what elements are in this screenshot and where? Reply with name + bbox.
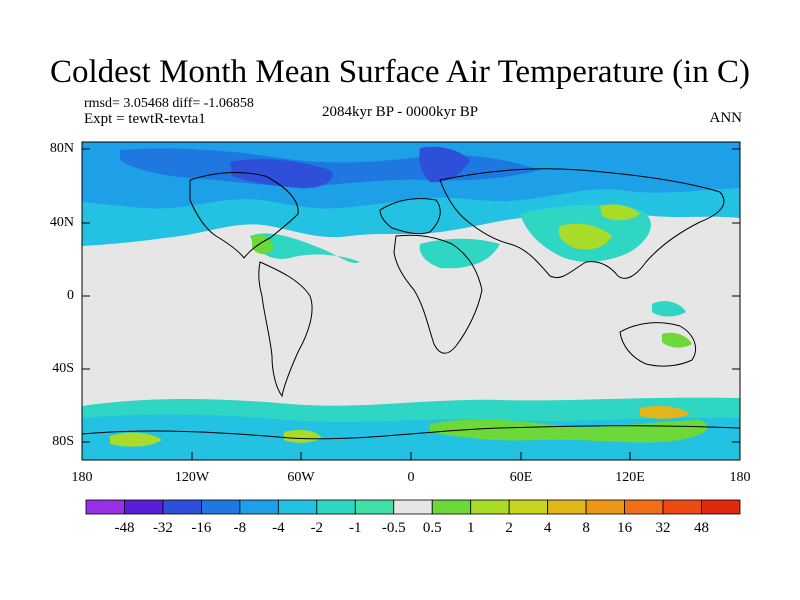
period-text: 2084kyr BP - 0000kyr BP bbox=[321, 104, 479, 120]
colorbar-box bbox=[124, 499, 164, 515]
field-australia-warm bbox=[662, 332, 692, 348]
field-sahara-cool bbox=[419, 238, 500, 269]
field-atlantic-cool bbox=[250, 233, 360, 263]
lat-label-80s: 80S bbox=[52, 434, 74, 449]
colorbar-label: 8 bbox=[582, 520, 590, 536]
field-siberia-cold bbox=[419, 146, 470, 183]
colorbar-label: -1 bbox=[349, 520, 362, 536]
lon-label-180e: 180 bbox=[729, 470, 751, 485]
lon-label-120w: 120W bbox=[174, 470, 210, 485]
colorbar-label: 2 bbox=[505, 520, 513, 536]
colorbar-box bbox=[316, 499, 356, 515]
chart-title: Coldest Month Mean Surface Air Temperatu… bbox=[50, 54, 750, 90]
field-canada-cold bbox=[230, 159, 333, 189]
colorbar-label: 32 bbox=[655, 520, 671, 536]
map-field bbox=[82, 142, 740, 460]
colorbar-label: 1 bbox=[466, 520, 475, 536]
field-indian-warm bbox=[640, 406, 690, 419]
lon-label-60w: 60W bbox=[287, 470, 315, 485]
lon-label-60e: 60E bbox=[509, 470, 533, 485]
lon-ticks bbox=[81, 452, 741, 460]
lon-label-180w: 180 bbox=[71, 470, 93, 485]
colorbar-box bbox=[277, 499, 318, 515]
lat-label-0: 0 bbox=[67, 288, 74, 303]
season-text: ANN bbox=[709, 110, 743, 126]
field-central-america-warm bbox=[252, 234, 274, 254]
colorbar-label: 48 bbox=[694, 520, 710, 536]
colorbar-label: -32 bbox=[152, 520, 173, 536]
colorbar-box bbox=[624, 499, 664, 515]
colorbar-box bbox=[701, 499, 741, 515]
colorbar-box bbox=[162, 499, 202, 515]
lat-label-40s: 40S bbox=[52, 361, 74, 376]
colorbar-box bbox=[662, 499, 702, 515]
coastlines bbox=[82, 168, 740, 440]
field-mongolia-warm bbox=[600, 204, 640, 221]
colorbar-box bbox=[585, 499, 625, 515]
field-ross-warm bbox=[110, 432, 162, 447]
colorbar-box bbox=[508, 499, 549, 515]
statistics-text: rmsd= 3.05468 diff= -1.06858 bbox=[84, 96, 254, 111]
field-weddell-warm bbox=[284, 430, 322, 443]
colorbar-box bbox=[201, 499, 241, 515]
colorbar-label: -0.5 bbox=[381, 520, 406, 536]
colorbar-box bbox=[547, 499, 587, 515]
colorbar-box bbox=[239, 499, 279, 515]
colorbar-label: -4 bbox=[272, 520, 285, 536]
field-pacific-cool bbox=[652, 301, 686, 317]
colorbar-box bbox=[393, 499, 433, 515]
colorbar-box bbox=[431, 499, 472, 515]
colorbar-label: 0.5 bbox=[422, 520, 442, 536]
lat-label-40n: 40N bbox=[49, 215, 74, 230]
colorbar-label: -2 bbox=[310, 520, 324, 536]
lat-label-80n: 80N bbox=[49, 141, 74, 156]
colorbar-label: -16 bbox=[191, 520, 212, 536]
colorbar-label: 16 bbox=[617, 520, 633, 536]
colorbar-box bbox=[470, 499, 510, 515]
experiment-text: Expt = tewtR-tevta1 bbox=[84, 111, 206, 127]
colorbar-label: -48 bbox=[114, 520, 135, 536]
colorbar-box bbox=[354, 499, 395, 515]
colorbar-label: 4 bbox=[543, 520, 552, 536]
lon-label-120e: 120E bbox=[615, 470, 645, 485]
field-tibet-warm bbox=[558, 223, 612, 250]
colorbar-box bbox=[85, 499, 125, 515]
lat-ticks bbox=[82, 148, 740, 443]
colorbar-label: -8 bbox=[233, 520, 247, 536]
lon-label-0: 0 bbox=[407, 470, 415, 485]
